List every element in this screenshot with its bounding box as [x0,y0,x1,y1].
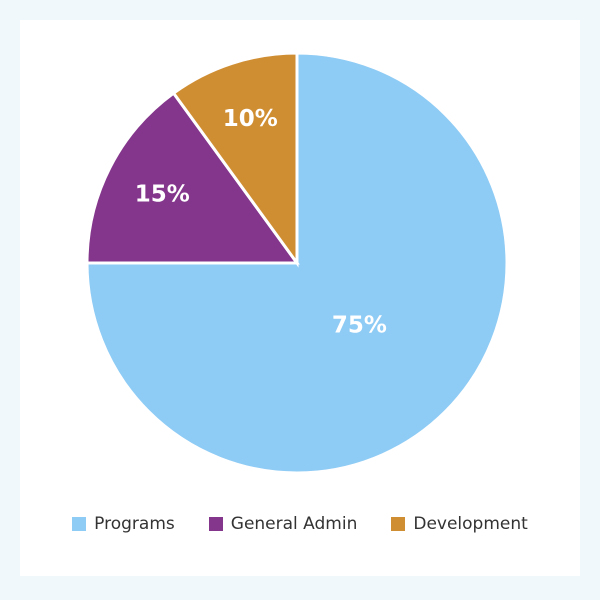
legend-item-programs: Programs [72,514,175,534]
slice-label-general-admin: 15% [135,181,190,207]
pie-slice-programs [85,51,509,475]
chart-card: 75% 15% 10% Programs General Admin Develop… [20,20,580,576]
slice-label-programs: 75% [332,312,387,338]
legend-item-development: Development [391,514,528,534]
legend-swatch-programs [72,517,87,531]
slice-label-development: 10% [223,106,278,132]
legend-label-development: Development [413,514,528,534]
legend-swatch-development [391,517,406,531]
legend-item-general-admin: General Admin [208,514,358,534]
pie-slice-general-admin [85,91,300,265]
pie-slice-development [171,51,299,268]
legend-label-programs: Programs [94,514,175,534]
pie-chart: 75% 15% 10% [85,51,509,475]
legend-label-general-admin: General Admin [230,514,358,534]
legend-swatch-general-admin [208,517,223,531]
chart-legend: Programs General Admin Development [20,514,580,534]
